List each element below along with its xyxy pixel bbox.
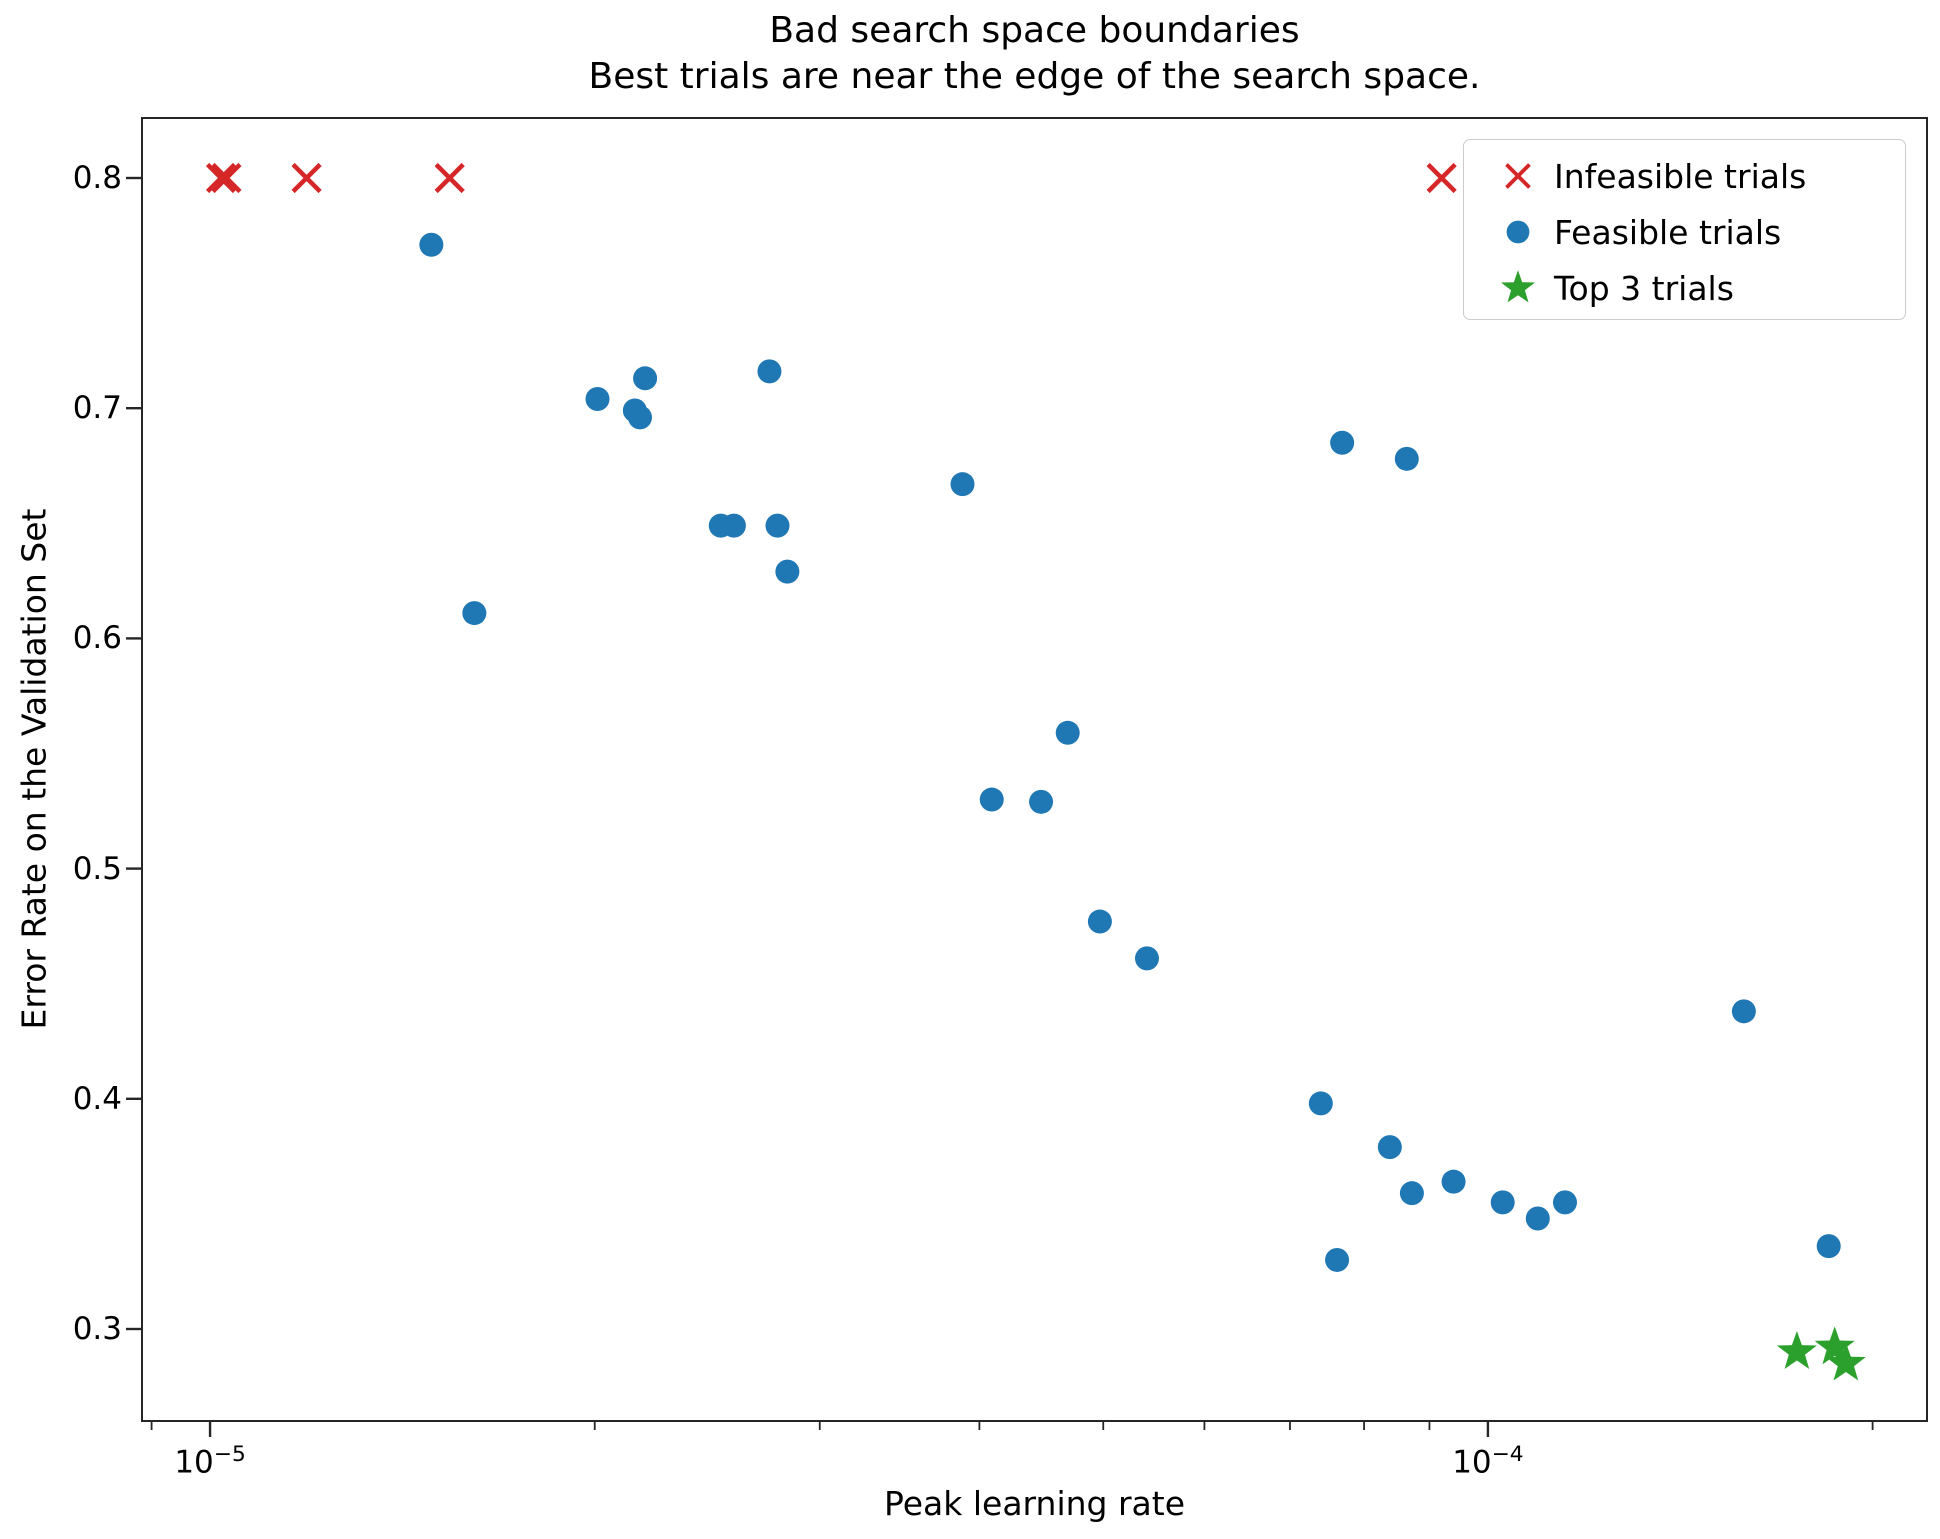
chart-title: Bad search space boundaries Best trials …	[141, 8, 1928, 100]
legend-item-feasible-trials: Feasible trials	[1482, 204, 1905, 260]
y-tick-label: 0.4	[72, 1080, 122, 1117]
circle-icon	[1482, 208, 1554, 256]
y-tick-label: 0.3	[72, 1310, 122, 1347]
star-icon	[1482, 264, 1554, 312]
x-tick-label: 10−4	[1452, 1442, 1524, 1481]
y-axis-label: Error Rate on the Validation Set	[14, 508, 54, 1030]
y-tick-label: 0.8	[72, 160, 122, 196]
chart-title-line1: Bad search space boundaries	[769, 10, 1300, 51]
x-tick-label: 10−5	[174, 1442, 246, 1481]
legend-label: Feasible trials	[1554, 212, 1782, 252]
y-tick-label: 0.6	[72, 620, 122, 657]
plot-area	[141, 117, 1928, 1422]
y-tick-label: 0.5	[72, 850, 122, 887]
legend: Infeasible trials Feasible trials Top 3 tr…	[1463, 139, 1906, 320]
legend-label: Infeasible trials	[1554, 156, 1807, 196]
chart-title-line2: Best trials are near the edge of the sea…	[588, 56, 1481, 98]
legend-label: Top 3 trials	[1554, 268, 1734, 308]
legend-item-top-3-trials: Top 3 trials	[1482, 260, 1905, 316]
y-tick-label: 0.7	[72, 390, 122, 427]
legend-item-infeasible-trials: Infeasible trials	[1482, 148, 1905, 204]
x-axis-label: Peak learning rate	[884, 1484, 1185, 1523]
x-icon	[1482, 152, 1554, 200]
